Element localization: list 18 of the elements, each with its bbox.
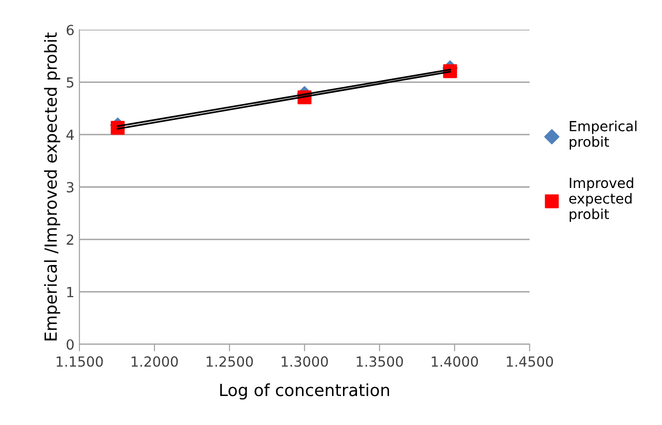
x-tick-label: 1.2500 bbox=[206, 356, 253, 367]
x-tick-label: 1.3000 bbox=[282, 356, 328, 367]
x-tick-label: 1.1500 bbox=[56, 356, 103, 367]
y-tick-label: 3 bbox=[66, 182, 74, 192]
x-tick-label: 1.2000 bbox=[132, 356, 178, 367]
y-tick-label: 2 bbox=[66, 234, 74, 245]
y-tick-label: 4 bbox=[66, 130, 74, 140]
x-tick-label: 1.4500 bbox=[506, 356, 553, 367]
x-tick-label: 1.4000 bbox=[432, 356, 478, 367]
x-axis-title: Log of concentration bbox=[220, 383, 390, 400]
legend-label: Improved expected probit bbox=[569, 177, 634, 222]
y-axis-title: Emperical /Improved expected probit bbox=[44, 32, 60, 340]
y-tick-label: 0 bbox=[66, 339, 74, 350]
legend-label: Emperical probit bbox=[570, 120, 636, 150]
y-tick-label: 6 bbox=[66, 24, 74, 36]
x-tick-label: 1.3500 bbox=[356, 356, 403, 367]
y-tick-label: 5 bbox=[66, 77, 74, 88]
y-tick-label: 1 bbox=[67, 286, 74, 298]
